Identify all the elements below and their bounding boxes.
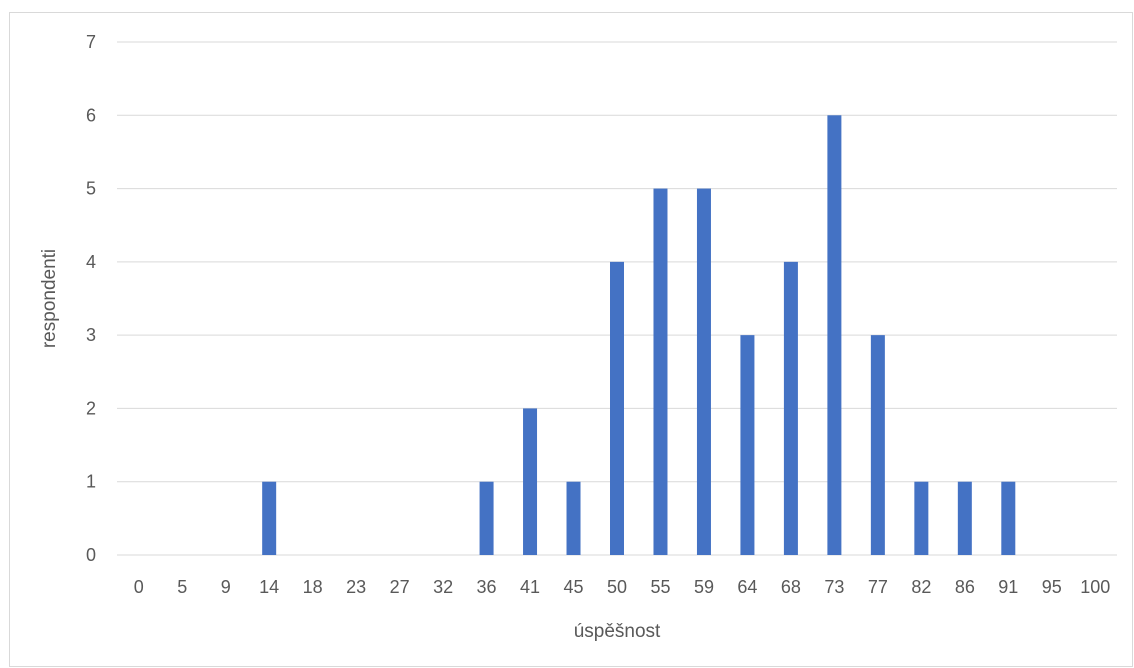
x-tick-label: 64 (737, 577, 757, 597)
x-tick-label: 68 (781, 577, 801, 597)
x-tick-label: 86 (955, 577, 975, 597)
x-tick-label: 95 (1042, 577, 1062, 597)
bar-36 (479, 481, 494, 555)
x-axis-title: úspěšnost (574, 621, 661, 642)
x-tick-label: 82 (911, 577, 931, 597)
x-tick-label: 23 (346, 577, 366, 597)
x-tick-label: 45 (564, 577, 584, 597)
x-tick-label: 36 (477, 577, 497, 597)
bar-64 (740, 335, 755, 555)
grid-lines (117, 41, 1117, 556)
x-tick-label: 41 (520, 577, 540, 597)
bar-45 (566, 481, 581, 555)
bar-77 (870, 335, 885, 555)
x-tick-label: 9 (221, 577, 231, 597)
x-tick-label: 5 (177, 577, 187, 597)
x-tick-label: 91 (998, 577, 1018, 597)
y-tick-label: 3 (86, 325, 96, 345)
bar-55 (653, 188, 668, 555)
x-tick-label: 100 (1080, 577, 1110, 597)
x-tick-label: 55 (650, 577, 670, 597)
x-tick-label: 59 (694, 577, 714, 597)
bar-41 (523, 408, 538, 555)
bar-59 (696, 188, 711, 555)
y-axis-title: respondenti (39, 249, 60, 348)
y-tick-label: 4 (86, 252, 96, 272)
x-tick-label: 32 (433, 577, 453, 597)
x-tick-label: 14 (259, 577, 279, 597)
y-tick-label: 7 (86, 32, 96, 52)
bar-82 (914, 481, 929, 555)
y-tick-label: 6 (86, 105, 96, 125)
y-axis-tick-labels: 0 1 2 3 4 5 6 7 (86, 32, 96, 565)
y-tick-label: 1 (86, 472, 96, 492)
x-tick-label: 27 (390, 577, 410, 597)
bar-14 (262, 481, 277, 555)
y-tick-label: 5 (86, 179, 96, 199)
x-tick-label: 18 (303, 577, 323, 597)
bars (262, 115, 1016, 555)
y-tick-label: 2 (86, 398, 96, 418)
bar-50 (610, 261, 624, 555)
bar-86 (957, 481, 972, 555)
bar-73 (827, 115, 842, 555)
y-tick-label: 0 (86, 545, 96, 565)
x-tick-label: 77 (868, 577, 888, 597)
chart-frame (9, 12, 1133, 667)
x-axis-tick-labels: 0 5 9 14 18 23 27 32 36 41 45 50 55 59 64 68 73 77 82 86 91 9… (134, 577, 1111, 597)
bar-68 (783, 261, 798, 555)
bar-91 (1001, 481, 1016, 555)
x-tick-label: 73 (824, 577, 844, 597)
x-tick-label: 0 (134, 577, 144, 597)
x-tick-label: 50 (607, 577, 627, 597)
